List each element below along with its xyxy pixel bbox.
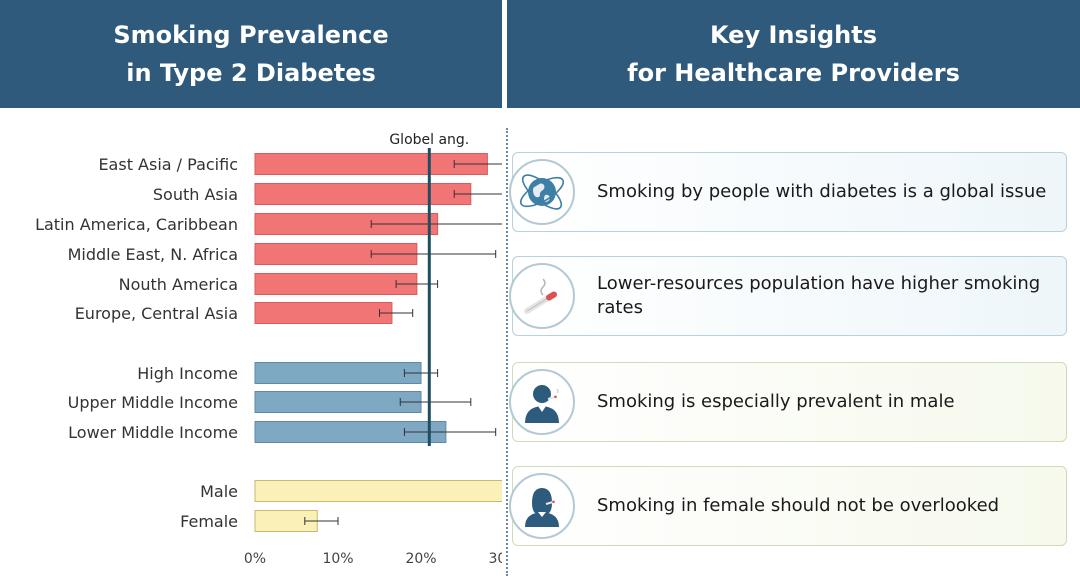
category-label: Europe, Central Asia [75,304,238,323]
insight-card-male: Smoking is especially prevalent in male [509,362,1067,442]
insight-text: Smoking in female should not be overlook… [597,495,1000,516]
category-label: Middle East, N. Africa [68,245,238,264]
x-tick-label: 0% [244,551,266,567]
category-label: Female [180,512,238,531]
bar [254,153,488,175]
category-label: East Asia / Pacific [98,155,238,174]
insight-card-global: Smoking by people with diabetes is a glo… [509,152,1067,232]
globe-icon [509,159,575,225]
bar [254,273,418,295]
right-panel-header: Key Insights for Healthcare Providers [507,0,1080,108]
bar [254,391,422,413]
bar [254,183,472,205]
global-average-label: Globel ang. [389,132,469,148]
x-tick-label: 10% [322,551,353,567]
bar [254,362,422,384]
category-label: Male [200,482,238,501]
x-tick-label: 30% [488,551,502,567]
insight-card-female: Smoking in female should not be overlook… [509,466,1067,546]
category-label: Latin America, Caribbean [35,215,238,234]
category-label: Upper Middle Income [68,393,238,412]
category-label: South Asia [153,185,238,204]
insight-text: Lower-resources population have higher s… [597,273,1041,318]
bar [254,480,502,502]
cigarette-icon [509,263,575,329]
category-label: Nouth America [119,275,238,294]
category-label: High Income [137,364,238,383]
panel-divider [506,128,508,576]
x-tick-label: 20% [405,551,436,567]
insight-text: Smoking by people with diabetes is a glo… [597,181,1047,202]
bar [254,302,393,324]
left-panel-header: Smoking Prevalence in Type 2 Diabetes [0,0,502,108]
right-title-line1: Key Insights [709,21,877,49]
insight-card-low-resource: Lower-resources population have higher s… [509,256,1067,336]
right-title-line2: for Healthcare Providers [627,59,960,87]
insight-text: Smoking is especially prevalent in male [597,391,955,412]
male-smoker-icon [509,369,575,435]
left-title-line2: in Type 2 Diabetes [126,59,376,87]
left-title-line1: Smoking Prevalence [113,21,389,49]
category-label: Lower Middle Income [68,423,238,442]
prevalence-bar-chart: East Asia / Pacific South Asia Latin Ameri… [35,132,502,567]
female-smoker-icon [509,473,575,539]
